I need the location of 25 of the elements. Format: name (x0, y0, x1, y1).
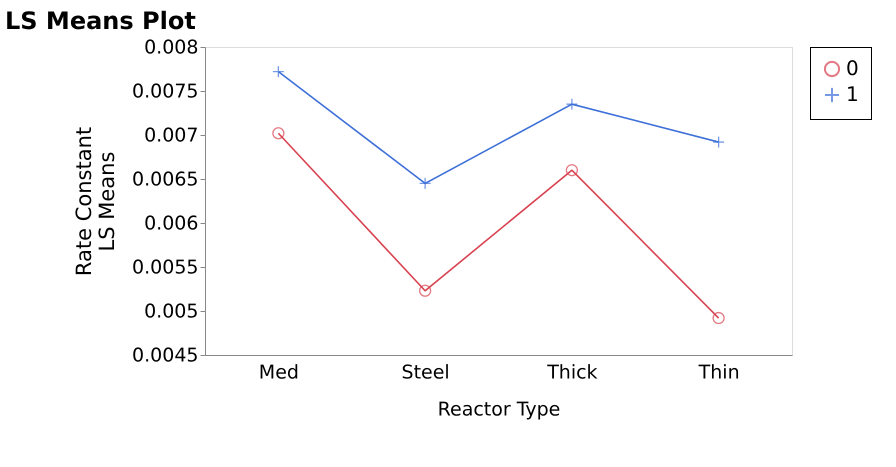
y-tick-label: 0.0055 (132, 256, 198, 278)
point (712, 136, 725, 148)
legend-label: 1 (846, 82, 859, 106)
point (419, 177, 432, 190)
point (419, 284, 432, 297)
x-tick-label: Steel (402, 362, 450, 384)
y-tick-label: 0.005 (144, 300, 198, 322)
y-axis-title: Rate Constant LS Means (72, 126, 120, 276)
chart-title: LS Means Plot (5, 7, 196, 35)
x-tick-label: Med (258, 362, 299, 384)
x-tick-label: Thin (698, 362, 740, 384)
y-tick-label: 0.007 (144, 124, 198, 146)
y-tick-label: 0.008 (144, 36, 198, 58)
y-tick-label: 0.0075 (132, 80, 198, 102)
x-tick-label: Thick (546, 362, 598, 384)
legend-label: 0 (846, 56, 859, 80)
point (566, 98, 578, 110)
y-tick-label: 0.006 (144, 212, 198, 234)
point (712, 312, 725, 324)
y-tick-label: 0.0045 (132, 344, 198, 366)
point (566, 164, 578, 176)
y-tick-label: 0.0065 (132, 168, 198, 190)
point (272, 127, 284, 140)
x-axis-title: Reactor Type (438, 398, 560, 420)
point (272, 66, 284, 78)
